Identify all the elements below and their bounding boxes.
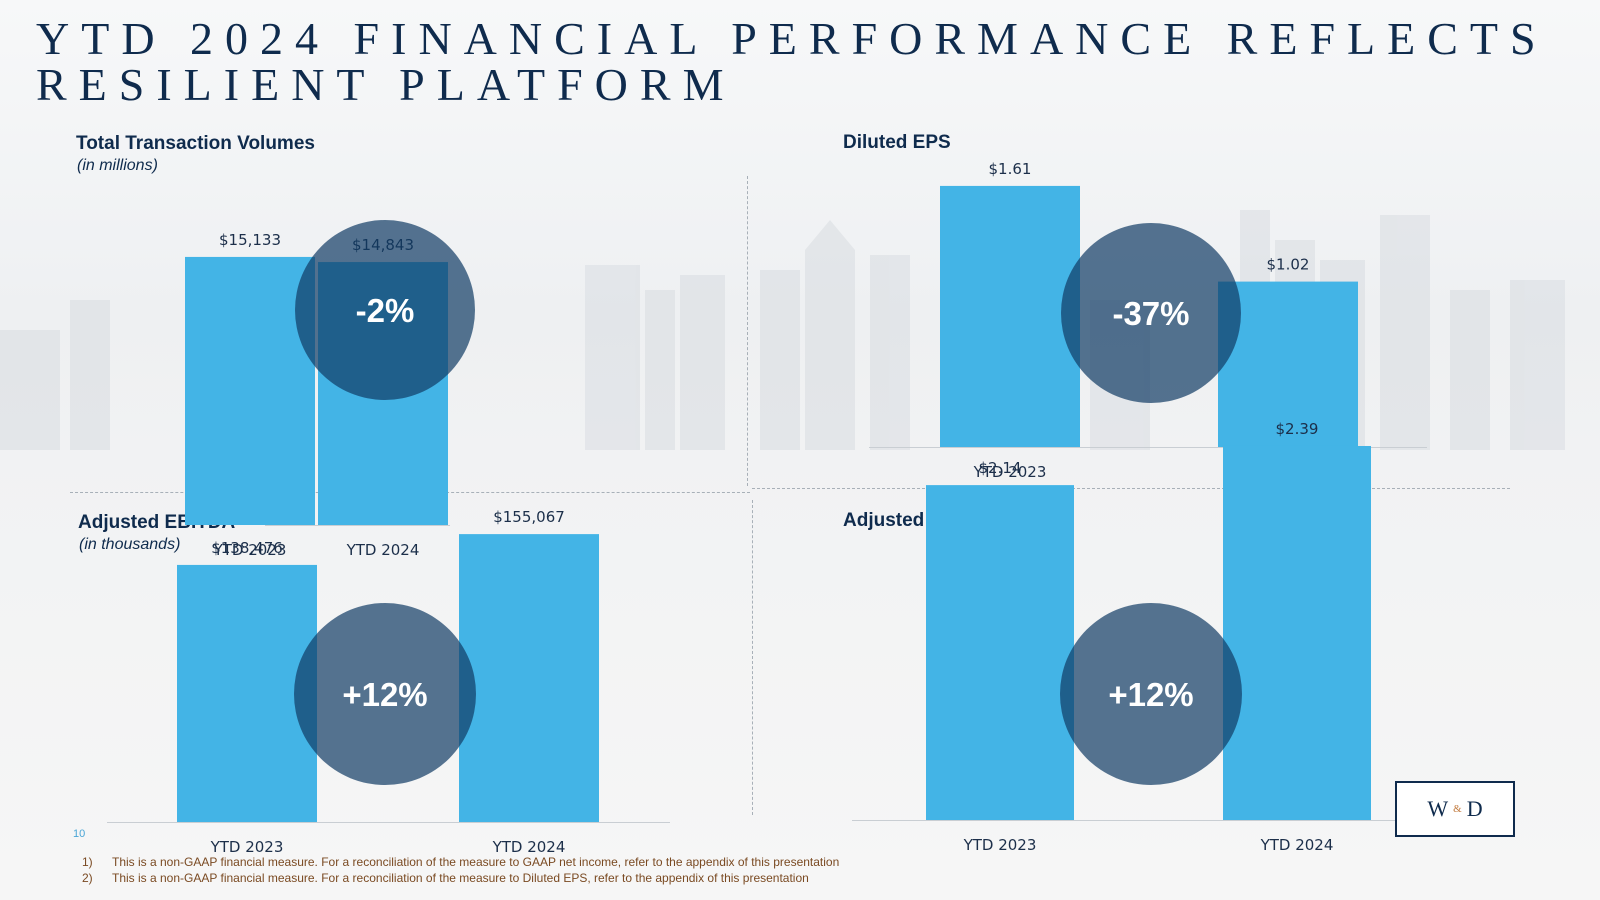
footnote-1: 1) This is a non-GAAP financial measure. … bbox=[82, 855, 840, 869]
slide-title: YTD 2024 FINANCIAL PERFORMANCE REFLECTS … bbox=[36, 16, 1556, 108]
data-label: $15,133 bbox=[219, 231, 281, 249]
change-percentage: -2% bbox=[356, 292, 415, 329]
page-number: 10 bbox=[73, 828, 86, 840]
footnote-2: 2) This is a non-GAAP financial measure. … bbox=[82, 871, 809, 885]
company-logo: W & D bbox=[1395, 781, 1515, 837]
footnotes: 1) This is a non-GAAP financial measure. … bbox=[82, 854, 839, 886]
vertical-divider-top bbox=[747, 176, 748, 486]
change-badge-circle bbox=[295, 220, 475, 400]
panel-title-diluted-eps: Diluted EPS bbox=[843, 132, 951, 153]
slide-title-line-1: YTD 2024 FINANCIAL PERFORMANCE REFLECTS bbox=[36, 13, 1548, 64]
panel-subtitle-adjusted-ebitda: (in thousands) bbox=[79, 536, 181, 553]
slide-title-line-2: RESILIENT PLATFORM bbox=[36, 59, 736, 110]
x-tick-label: YTD 2024 bbox=[346, 541, 420, 559]
panel-title-transaction-volumes: Total Transaction Volumes bbox=[76, 133, 315, 154]
vertical-divider-bottom bbox=[752, 500, 753, 815]
bar-ytd-2023 bbox=[185, 256, 315, 525]
horizontal-divider-right bbox=[752, 488, 1510, 489]
x-tick-label: YTD 2023 bbox=[213, 541, 287, 559]
panel-subtitle-transaction-volumes: (in millions) bbox=[77, 157, 158, 174]
